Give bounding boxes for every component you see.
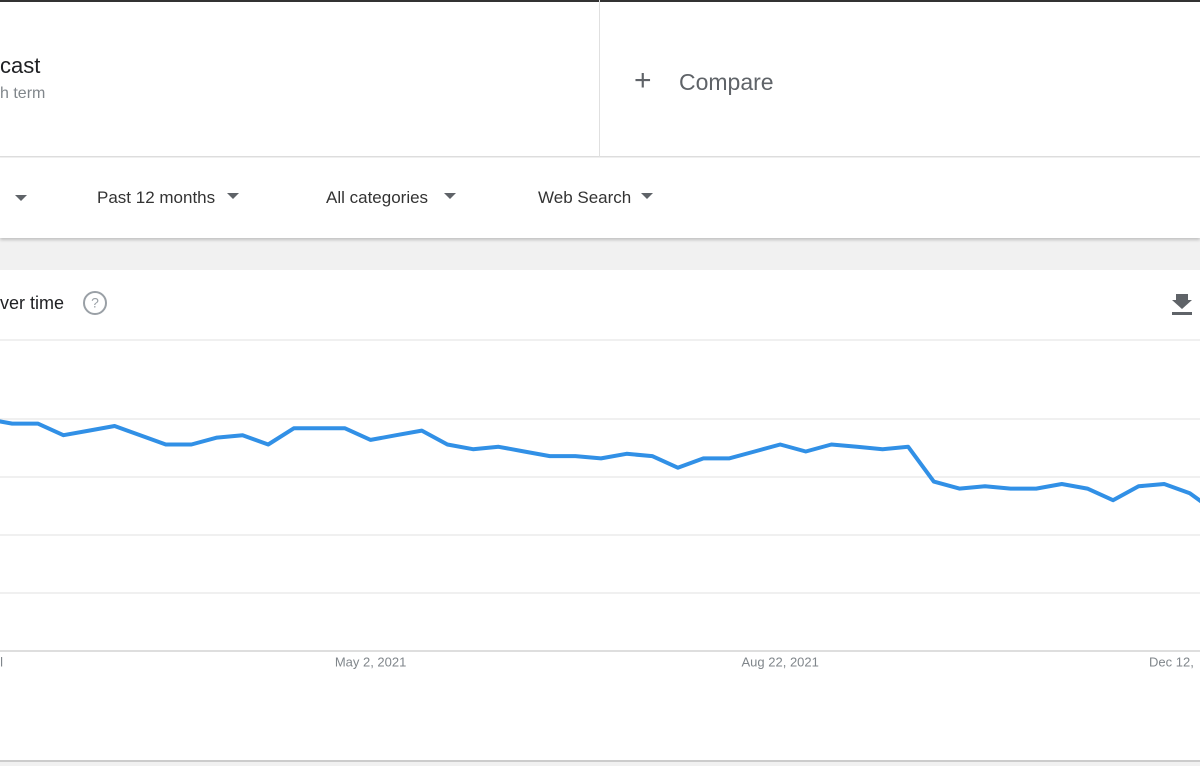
x-tick-label: May 2, 2021 [335,654,407,669]
trend-line [0,419,1200,504]
filter-category[interactable]: All categories [326,188,457,208]
x-tick-label: Aug 22, 2021 [742,654,819,669]
divider [599,0,600,157]
filter-icons [15,195,27,201]
dropdown-arrow [641,192,654,205]
filter-property[interactable]: Web Search [538,188,654,208]
search-bar [0,0,1200,157]
x-tick-label: l [0,654,3,669]
dropdown-arrow [444,192,457,205]
filter-label: Web Search [538,188,632,207]
dropdown-arrow [227,192,240,205]
filter-label: Past 12 months [97,188,216,207]
filter-label: All categories [326,188,429,207]
x-tick-label: Dec 12, [1149,654,1194,669]
dropdown-arrow[interactable] [15,195,27,201]
compare-button[interactable]: Compare [679,69,774,95]
chart-title: ver time [0,293,64,313]
plus-icon[interactable]: + [634,64,652,97]
filter-time[interactable]: Past 12 months [97,188,240,208]
download-icon[interactable] [1172,294,1192,315]
chart-card [0,270,1200,762]
search-term-caption: h term [0,85,46,102]
help-icon-glyph: ? [91,295,99,311]
chart: ver time ? l May 2, 2021 Aug 22, 2021 Dec 1… [0,291,1200,669]
filter-bar [0,158,1200,238]
help-icon[interactable] [83,291,107,315]
search-term[interactable]: cast [0,53,41,78]
